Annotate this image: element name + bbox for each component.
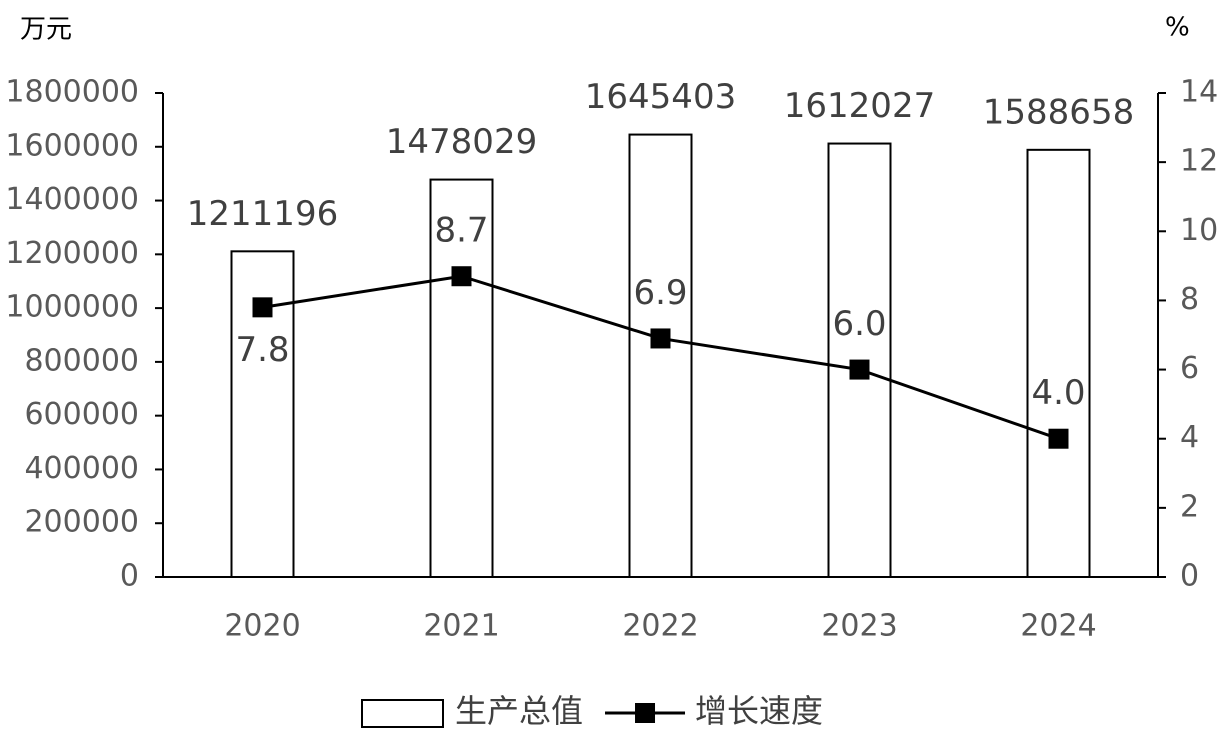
y2-tick-label: 4 [1180,420,1199,455]
line-value-label: 4.0 [1031,373,1085,413]
y-tick-label: 1800000 [5,75,139,110]
bar-value-label: 1211196 [187,194,338,234]
y2-tick-label: 14 [1180,75,1218,110]
y-tick-label: 1000000 [5,290,139,325]
y-tick-label: 0 [120,559,139,594]
y-tick-label: 400000 [24,451,139,486]
x-tick-label: 2023 [821,609,897,644]
bar [429,178,494,578]
y2-tick-label: 12 [1180,144,1218,179]
line-value-label: 8.7 [434,211,488,251]
y-tick-label: 1200000 [5,236,139,271]
x-tick-label: 2021 [423,609,499,644]
y2-tick-label: 0 [1180,559,1199,594]
bar [1026,148,1091,578]
line-value-label: 7.8 [235,330,289,370]
x-tick-label: 2022 [622,609,698,644]
bar-value-label: 1612027 [784,86,935,126]
bar-value-label: 1588658 [983,92,1134,132]
legend-swatch [361,699,444,728]
line-marker [1048,428,1069,449]
x-tick-label: 2020 [224,609,300,644]
legend-label: 增长速度 [695,692,823,730]
bar-value-label: 1645403 [585,77,736,117]
legend-label: 生产总值 [455,692,583,730]
line-marker [252,297,273,318]
y-tick-label: 600000 [24,397,139,432]
y-tick-label: 1600000 [5,128,139,163]
y2-tick-label: 8 [1180,282,1199,317]
bar-value-label: 1478029 [386,122,537,162]
legend-marker [635,703,656,723]
y-tick-label: 200000 [24,505,139,540]
y2-tick-label: 2 [1180,489,1199,524]
y2-tick-label: 10 [1180,213,1218,248]
line-marker [849,359,870,380]
y2-unit: % [1165,13,1190,43]
y2-tick-label: 6 [1180,351,1199,386]
line-value-label: 6.9 [633,273,687,313]
line-value-label: 6.0 [832,304,886,344]
y-tick-label: 800000 [24,343,139,378]
line-marker [650,328,671,349]
y-tick-label: 1400000 [5,182,139,217]
y-unit: 万元 [20,15,72,45]
x-tick-label: 2024 [1020,609,1096,644]
bar [628,133,693,578]
line-marker [451,266,472,287]
